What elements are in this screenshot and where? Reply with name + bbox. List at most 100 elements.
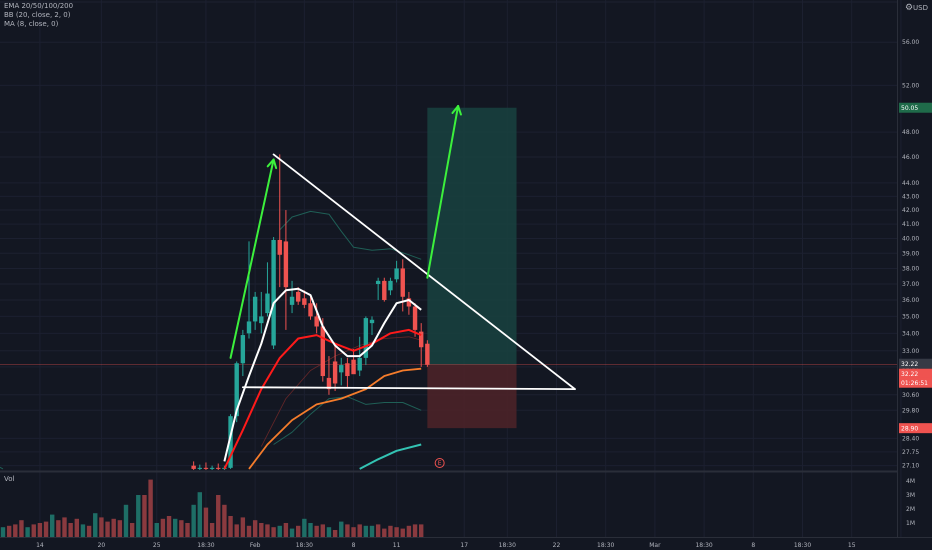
price-tick-label: 33.00 — [902, 348, 919, 355]
volume-bar — [142, 495, 147, 537]
time-tick-label: 20 — [98, 542, 106, 549]
volume-tick-label: 1M — [906, 520, 915, 527]
earnings-marker-label: E — [438, 460, 442, 467]
candle-body — [320, 326, 325, 377]
bb-upper-band-left — [0, 466, 4, 470]
volume-bar — [62, 517, 67, 537]
time-tick-label: 18:30 — [794, 542, 811, 549]
time-tick-label: 18:30 — [499, 542, 516, 549]
volume-bar — [209, 523, 215, 537]
candle-body — [357, 357, 362, 371]
price-tick-label: 48.00 — [902, 129, 919, 136]
volume-bar — [31, 524, 36, 537]
candle-body — [240, 335, 246, 364]
time-tick-label: 18:30 — [296, 542, 313, 549]
volume-bar — [369, 525, 375, 537]
volume-bar — [277, 525, 282, 537]
candle-body — [216, 467, 221, 469]
price-tick-label: 42.00 — [902, 207, 919, 214]
volume-bar — [382, 528, 387, 537]
last-price-badge: 32.22 — [901, 371, 918, 378]
price-tick-label: 39.00 — [902, 250, 919, 257]
breakout-arrow-left-head — [266, 158, 275, 168]
volume-bar — [148, 479, 153, 537]
candle-body — [425, 343, 430, 365]
time-tick-label: 8 — [751, 542, 755, 549]
volume-bar — [68, 523, 73, 537]
volume-bar — [228, 516, 233, 537]
price-tick-label: 34.00 — [902, 330, 919, 337]
target-price-badge: 50.05 — [901, 105, 918, 112]
time-tick-label: Feb — [250, 542, 261, 549]
volume-bar — [332, 530, 338, 537]
volume-bar — [25, 527, 30, 537]
target-zone — [427, 107, 517, 365]
volume-bar — [406, 525, 412, 537]
time-tick-label: 22 — [553, 542, 561, 549]
time-tick-label: 8 — [352, 542, 356, 549]
price-tick-label: 30.60 — [902, 392, 919, 399]
volume-bar — [259, 523, 264, 537]
candle-body — [277, 239, 282, 255]
gear-icon[interactable]: ⚙ — [905, 3, 914, 13]
time-tick-label: 17 — [460, 542, 468, 549]
volume-bar — [296, 525, 301, 537]
ema100-line — [359, 443, 422, 470]
indicator-legend: EMA 20/50/100/200 BB (20, close, 2, 0) M… — [4, 2, 73, 29]
time-tick-label: 18:30 — [695, 542, 712, 549]
breakout-arrow-left — [229, 158, 275, 359]
price-tick-label: 35.00 — [902, 313, 919, 320]
candle-body — [400, 268, 405, 297]
candle-body — [234, 363, 239, 417]
volume-bar — [160, 518, 166, 537]
price-tick-label: 27.10 — [902, 463, 919, 470]
volume-bar — [252, 520, 258, 537]
candle-body — [375, 280, 381, 284]
volume-bar — [185, 523, 190, 537]
volume-bar — [74, 518, 79, 537]
volume-bar — [222, 504, 227, 537]
volume-bar — [326, 527, 332, 537]
volume-bar — [154, 523, 159, 537]
currency-label[interactable]: USD — [913, 4, 928, 12]
candle-body — [388, 280, 393, 291]
bb-legend[interactable]: BB (20, close, 2, 0) — [4, 11, 71, 19]
candle-body — [302, 298, 307, 305]
ma-legend[interactable]: MA (8, close, 0) — [4, 20, 59, 28]
volume-bar — [412, 524, 418, 537]
price-tick-label: 40.00 — [902, 236, 919, 243]
volume-bar — [302, 518, 307, 537]
volume-bar — [179, 520, 184, 537]
volume-bar — [166, 516, 172, 537]
candle-body — [308, 303, 313, 317]
breakout-arrow-left-head — [272, 158, 278, 170]
volume-bar — [86, 525, 92, 537]
candle-body — [326, 377, 332, 390]
volume-bar — [197, 492, 202, 537]
ema-legend[interactable]: EMA 20/50/100/200 — [4, 2, 74, 10]
volume-bar — [400, 528, 405, 537]
price-pane: E — [0, 104, 897, 470]
candle-body — [363, 318, 369, 358]
volume-bar — [320, 524, 325, 537]
candle-body — [197, 467, 202, 469]
time-tick-label: 14 — [36, 542, 44, 549]
volume-bar — [56, 520, 61, 537]
volume-bar — [117, 520, 123, 537]
time-tick-label: 18:30 — [597, 542, 614, 549]
price-tick-label: 36.00 — [902, 297, 919, 304]
volume-bar — [13, 524, 18, 537]
candle-body — [412, 306, 418, 330]
time-tick-label: 11 — [393, 542, 401, 549]
time-tick-label: Mar — [649, 542, 661, 549]
volume-bar — [37, 523, 43, 537]
candle-body — [246, 321, 252, 334]
candle-body — [209, 467, 215, 469]
candle-body — [314, 316, 319, 327]
current-price-badge: 32.22 — [901, 361, 918, 368]
volume-bar — [80, 524, 86, 537]
countdown-badge-bg — [899, 377, 932, 388]
price-tick-label: 27.75 — [902, 449, 919, 456]
price-tick-label: 37.00 — [902, 281, 919, 288]
